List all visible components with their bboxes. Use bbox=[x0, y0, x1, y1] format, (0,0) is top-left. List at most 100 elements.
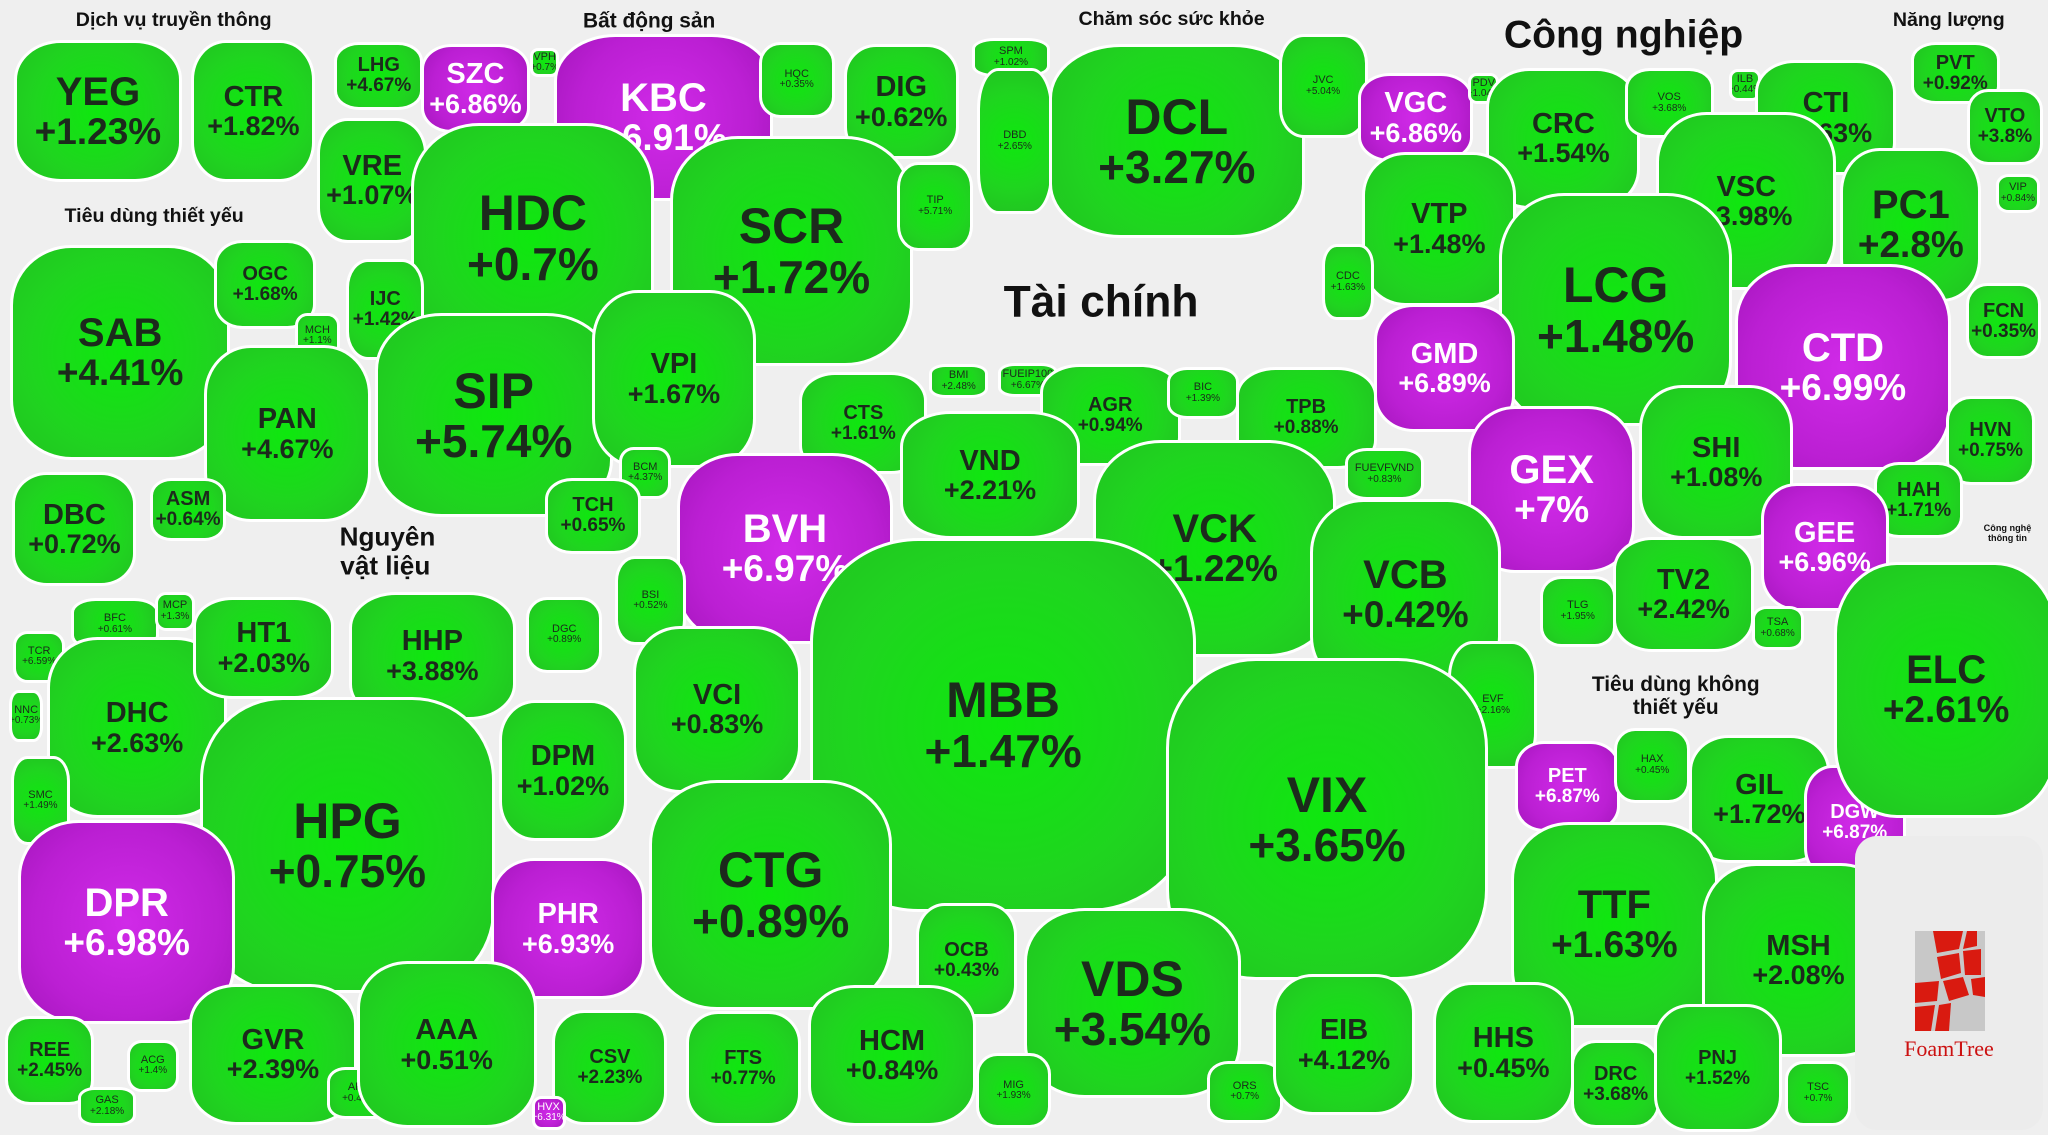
stock-cell-eib[interactable]: EIB +4.12% bbox=[1273, 974, 1415, 1116]
stock-cell-vip[interactable]: VIP +0.84% bbox=[1995, 173, 2041, 213]
stock-change: +1.63% bbox=[1330, 281, 1365, 293]
stock-cell-vds[interactable]: VDS +3.54% bbox=[1024, 907, 1241, 1099]
stock-cell-ilb[interactable]: ILB +0.44% bbox=[1729, 69, 1761, 101]
stock-change: +0.7% bbox=[530, 62, 559, 74]
stock-cell-vto[interactable]: VTO +3.8% bbox=[1967, 88, 2043, 165]
stock-change: +2.61% bbox=[1882, 689, 2010, 731]
stock-cell-mbb[interactable]: MBB +1.47% bbox=[809, 538, 1197, 912]
stock-change: +1.08% bbox=[1670, 462, 1763, 493]
stock-cell-tch[interactable]: TCH +0.65% bbox=[544, 478, 642, 554]
stock-cell-ht1[interactable]: HT1 +2.03% bbox=[193, 596, 335, 699]
stock-cell-phr[interactable]: PHR +6.93% bbox=[491, 858, 646, 1000]
stock-cell-tsc[interactable]: TSC +0.7% bbox=[1785, 1060, 1851, 1126]
stock-cell-bic[interactable]: BIC +1.39% bbox=[1167, 367, 1239, 420]
stock-cell-csv[interactable]: CSV +2.23% bbox=[552, 1009, 668, 1125]
stock-cell-vtp[interactable]: VTP +1.48% bbox=[1362, 151, 1517, 306]
stock-cell-dpm[interactable]: DPM +1.02% bbox=[498, 700, 627, 842]
stock-cell-asm[interactable]: ASM +0.64% bbox=[150, 478, 226, 541]
stock-cell-dpr[interactable]: DPR +6.98% bbox=[18, 820, 236, 1024]
stock-change: +0.84% bbox=[2000, 192, 2036, 204]
stock-cell-fts[interactable]: FTS +0.77% bbox=[685, 1010, 801, 1126]
stock-cell-dcl[interactable]: DCL +3.27% bbox=[1048, 44, 1305, 238]
stock-cell-gas[interactable]: GAS +2.18% bbox=[77, 1086, 137, 1126]
stock-cell-hhs[interactable]: HHS +0.45% bbox=[1432, 982, 1574, 1124]
stock-cell-lcg[interactable]: LCG +1.48% bbox=[1499, 193, 1732, 426]
stock-ticker: CDC bbox=[1335, 270, 1360, 283]
stock-cell-hah[interactable]: HAH +1.71% bbox=[1874, 462, 1964, 539]
stock-cell-sip[interactable]: SIP +5.74% bbox=[374, 313, 613, 518]
stock-cell-vnd[interactable]: VND +2.21% bbox=[899, 411, 1081, 540]
stock-cell-ors[interactable]: ORS +0.7% bbox=[1206, 1060, 1283, 1124]
stock-cell-ctr[interactable]: CTR +1.82% bbox=[191, 40, 316, 182]
stock-cell-hax[interactable]: HAX +0.45% bbox=[1614, 727, 1691, 804]
stock-ticker: CTR bbox=[223, 80, 284, 113]
stock-ticker: HPG bbox=[293, 792, 402, 849]
stock-ticker: CTS bbox=[843, 401, 884, 424]
stock-cell-aaa[interactable]: AAA +0.51% bbox=[356, 961, 537, 1129]
stock-change: +3.54% bbox=[1053, 1003, 1212, 1056]
stock-cell-tsa[interactable]: TSA +0.68% bbox=[1751, 606, 1804, 651]
stock-cell-mig[interactable]: MIG +1.93% bbox=[975, 1052, 1052, 1129]
stock-ticker: VRE bbox=[342, 149, 403, 182]
stock-cell-fcn[interactable]: FCN +0.35% bbox=[1965, 283, 2042, 360]
stock-cell-elc[interactable]: ELC +2.61% bbox=[1833, 561, 2048, 818]
stock-ticker: ORS bbox=[1232, 1079, 1257, 1092]
stock-ticker: SIP bbox=[453, 362, 534, 419]
sector-label-tieu-dung-thiet-yeu: Tiêu dùng thiết yếu bbox=[64, 205, 244, 228]
stock-cell-ctd[interactable]: CTD +6.99% bbox=[1734, 263, 1952, 471]
stock-cell-hqc[interactable]: HQC +0.35% bbox=[758, 41, 835, 118]
stock-cell-lhg[interactable]: LHG +4.67% bbox=[334, 41, 424, 110]
stock-cell-nnc[interactable]: NNC +0.73% bbox=[9, 689, 44, 742]
stock-cell-pet[interactable]: PET +6.87% bbox=[1515, 740, 1620, 832]
stock-ticker: HDC bbox=[478, 185, 588, 242]
stock-cell-dbd[interactable]: DBD +2.65% bbox=[976, 67, 1053, 215]
stock-cell-dgc[interactable]: DGC +0.89% bbox=[526, 596, 603, 673]
stock-cell-acg[interactable]: ACG +1.4% bbox=[126, 1039, 179, 1092]
stock-cell-hcm[interactable]: HCM +0.84% bbox=[808, 984, 976, 1126]
stock-cell-dbc[interactable]: DBC +0.72% bbox=[12, 471, 137, 587]
stock-cell-ree[interactable]: REE +2.45% bbox=[5, 1016, 95, 1105]
stock-cell-fuevfvnd[interactable]: FUEVFVND +0.83% bbox=[1345, 448, 1424, 501]
stock-cell-tip[interactable]: TIP +5.71% bbox=[897, 161, 974, 251]
stock-change: +6.93% bbox=[521, 928, 615, 959]
stock-change: +1.72% bbox=[1713, 799, 1806, 830]
stock-ticker: CRC bbox=[1531, 108, 1595, 141]
stock-ticker: MSH bbox=[1766, 929, 1831, 962]
stock-change: +0.65% bbox=[560, 515, 626, 537]
stock-cell-yeg[interactable]: YEG +1.23% bbox=[14, 40, 182, 182]
stock-cell-vgc[interactable]: VGC +6.86% bbox=[1358, 73, 1474, 162]
stock-cell-vci[interactable]: VCI +0.83% bbox=[633, 625, 801, 793]
stock-change: +3.68% bbox=[1652, 102, 1687, 114]
stock-cell-ogc[interactable]: OGC +1.68% bbox=[214, 240, 317, 330]
stock-ticker: VTP bbox=[1411, 198, 1468, 231]
stock-cell-vre[interactable]: VRE +1.07% bbox=[317, 117, 428, 243]
stock-change: +0.73% bbox=[9, 715, 44, 727]
stock-change: +1.71% bbox=[1886, 499, 1952, 521]
stock-cell-vpi[interactable]: VPI +1.67% bbox=[591, 289, 757, 468]
stock-cell-tv2[interactable]: TV2 +2.42% bbox=[1613, 536, 1755, 652]
stock-ticker: CTD bbox=[1801, 325, 1885, 370]
stock-cell-hpg[interactable]: HPG +0.75% bbox=[199, 697, 495, 993]
stock-cell-bmi[interactable]: BMI +2.48% bbox=[929, 364, 989, 399]
stock-change: +1.49% bbox=[23, 800, 58, 812]
stock-cell-gmd[interactable]: GMD +6.89% bbox=[1374, 304, 1516, 433]
stock-cell-hvn[interactable]: HVN +0.75% bbox=[1946, 395, 2035, 485]
stock-cell-gee[interactable]: GEE +6.96% bbox=[1760, 483, 1889, 612]
stock-cell-hvx[interactable]: HVX +6.31% bbox=[531, 1095, 566, 1130]
stock-cell-jvc[interactable]: JVC +5.04% bbox=[1278, 33, 1368, 139]
sector-label-tai-chinh: Tài chính bbox=[1003, 277, 1199, 327]
stock-cell-szc[interactable]: SZC +6.86% bbox=[420, 44, 531, 134]
stock-cell-pan[interactable]: PAN +4.67% bbox=[203, 345, 371, 522]
stock-ticker: GEE bbox=[1794, 516, 1856, 549]
stock-change: +2.39% bbox=[226, 1054, 320, 1085]
stock-cell-bvh[interactable]: BVH +6.97% bbox=[676, 453, 894, 644]
stock-change: +1.63% bbox=[1551, 924, 1678, 966]
stock-cell-cdc[interactable]: CDC +1.63% bbox=[1321, 244, 1375, 320]
stock-cell-mcp[interactable]: MCP +1.3% bbox=[155, 591, 195, 631]
stock-cell-tlg[interactable]: TLG +1.95% bbox=[1539, 576, 1616, 647]
stock-ticker: VDS bbox=[1081, 950, 1184, 1007]
stock-cell-ctg[interactable]: CTG +0.89% bbox=[649, 779, 893, 1010]
stock-cell-drc[interactable]: DRC +3.68% bbox=[1571, 1039, 1661, 1129]
stock-cell-sab[interactable]: SAB +4.41% bbox=[10, 244, 230, 461]
stock-cell-pnj[interactable]: PNJ +1.52% bbox=[1653, 1004, 1782, 1133]
